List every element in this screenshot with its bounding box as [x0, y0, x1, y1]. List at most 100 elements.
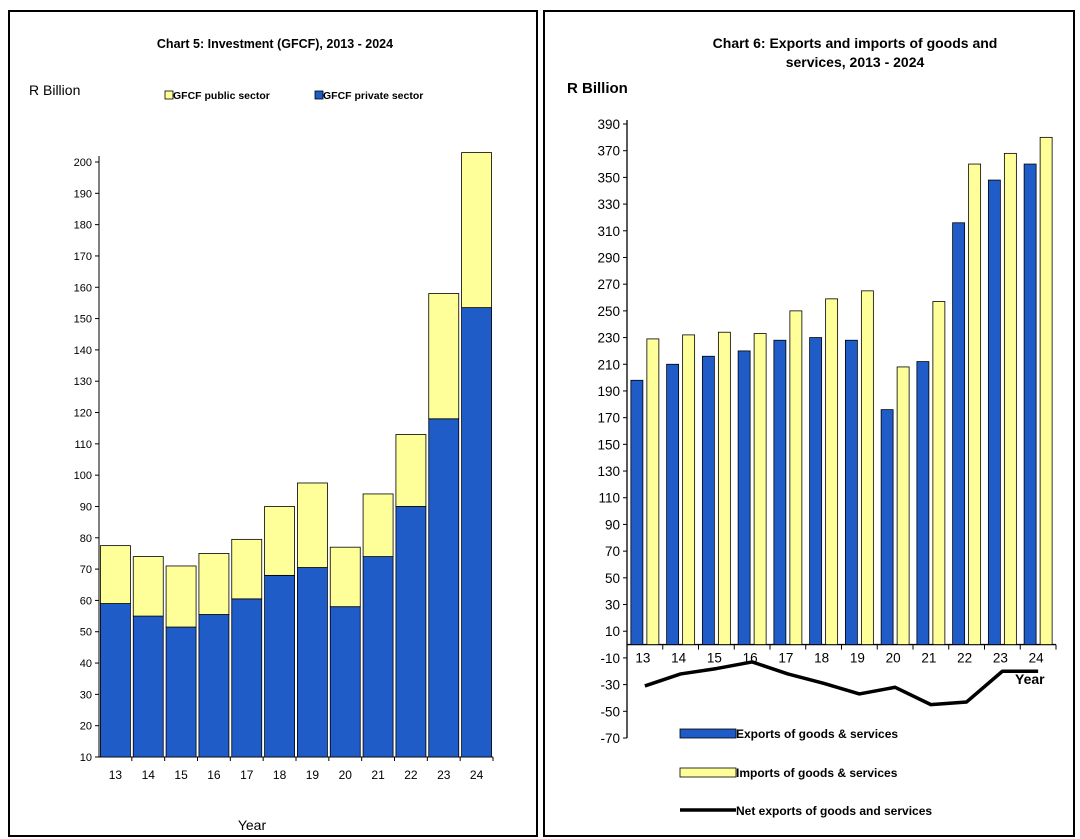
chart6-bar-exports — [809, 337, 823, 645]
chart6-y-tick-label: -10 — [600, 651, 620, 666]
chart5-bar-public — [329, 546, 361, 608]
chart5-y-tick-label: 150 — [74, 314, 92, 326]
chart5-bar-public — [132, 556, 164, 617]
chart5-bar-public — [297, 482, 328, 568]
chart5-svg: Chart 5: Investment (GFCF), 2013 - 2024 … — [29, 37, 494, 833]
chart5-bar-private — [395, 506, 427, 758]
chart5-x-tick-label: 22 — [404, 768, 418, 782]
chart5-x-tick-label: 16 — [207, 768, 221, 782]
chart6-x-tick-label: 13 — [635, 651, 650, 666]
chart6-panel: Chart 6: Exports and imports of goods an… — [543, 10, 1075, 837]
chart5-bar-public — [362, 493, 394, 557]
chart5-bar-public — [428, 293, 460, 420]
chart5-y-tick-label: 90 — [80, 501, 92, 513]
chart5-plot-area: 10 20 30 40 50 60 70 80 90 100 110 120 130 140 150 160 1… — [74, 152, 494, 782]
chart5-bar-public — [165, 565, 197, 628]
chart6-y-tick-label: 130 — [597, 464, 620, 479]
chart6-y-tick-label: 90 — [605, 517, 620, 532]
chart5-title: Chart 5: Investment (GFCF), 2013 - 2024 — [157, 37, 393, 51]
chart6-y-tick-label: 310 — [597, 224, 620, 239]
chart6-y-tick-label: -70 — [600, 731, 620, 746]
chart5-y-tick-label: 110 — [74, 439, 92, 451]
chart5-y-axis-label: R Billion — [29, 82, 80, 98]
chart6-bar-exports — [880, 409, 894, 645]
chart6-y-tick-label: 290 — [597, 250, 620, 265]
chart6-bar-imports — [968, 163, 982, 645]
chart5-bar-private — [329, 606, 361, 758]
chart5-bar-public — [231, 538, 263, 600]
chart5-y-tick-label: 160 — [74, 282, 92, 294]
chart5-legend: GFCF public sector GFCF private sector — [164, 90, 423, 102]
chart6-bar-imports — [646, 338, 660, 645]
chart6-bar-exports — [916, 361, 930, 645]
chart6-bar-imports — [682, 334, 696, 645]
chart6-y-tick-label: 70 — [605, 544, 620, 559]
chart6-bar-exports — [701, 355, 715, 645]
chart6-x-tick-label: 20 — [886, 651, 901, 666]
chart5-y-tick-label: 50 — [80, 627, 92, 639]
chart6-y-tick-label: 190 — [597, 384, 620, 399]
chart6-bar-exports — [737, 350, 751, 645]
chart5-x-tick-label: 24 — [470, 768, 484, 782]
chart6-y-tick-label: 150 — [597, 437, 620, 452]
chart6-y-tick-label: 350 — [597, 170, 620, 185]
chart6-x-tick-label: 22 — [957, 651, 972, 666]
chart6-bar-exports — [987, 179, 1001, 645]
chart5-legend-private: GFCF private sector — [323, 90, 423, 102]
chart6-y-tick-label: 30 — [605, 598, 620, 613]
chart5-y-tick-label: 60 — [80, 595, 92, 607]
chart6-bar-exports — [844, 339, 858, 645]
chart6-y-tick-label: 230 — [597, 331, 620, 346]
chart6-x-tick-label: 14 — [671, 651, 687, 666]
chart5-bar-private — [231, 598, 263, 758]
chart5-y-tick-label: 40 — [80, 658, 92, 670]
chart6-bar-imports — [717, 331, 731, 645]
chart6-bar-imports — [860, 290, 874, 645]
chart6-bar-exports — [773, 339, 787, 645]
chart5-y-tick-label: 70 — [80, 564, 92, 576]
chart5-y-tick-label: 140 — [74, 345, 92, 357]
chart6-x-tick-label: 19 — [850, 651, 865, 666]
chart6-legend-swatch-exports — [679, 728, 737, 739]
chart5-legend-swatch-public — [164, 90, 174, 100]
chart5-legend-public: GFCF public sector — [173, 90, 270, 102]
chart6-legend-swatch-imports — [679, 767, 737, 778]
chart6-y-tick-label: 50 — [605, 571, 620, 586]
chart5-y-tick-label: 30 — [80, 689, 92, 701]
chart5-x-tick-label: 18 — [273, 768, 287, 782]
chart6-bar-imports — [1003, 152, 1017, 645]
chart6-legend-imports: Imports of goods & services — [736, 766, 898, 780]
chart6-x-axis-label: Year — [1015, 671, 1045, 687]
chart5-bar-public — [100, 545, 131, 604]
chart6-x-tick-label: 18 — [814, 651, 829, 666]
chart6-bar-imports — [753, 333, 767, 645]
chart5-panel: Chart 5: Investment (GFCF), 2013 - 2024 … — [8, 10, 538, 837]
chart5-legend-swatch-private — [314, 90, 324, 100]
chart5-y-tick-label: 180 — [74, 220, 92, 232]
chart6-legend-exports: Exports of goods & services — [736, 727, 898, 741]
chart5-y-tick-label: 130 — [74, 376, 92, 388]
chart5-bar-public — [395, 434, 427, 507]
chart6-y-tick-label: 10 — [605, 624, 620, 639]
chart5-x-tick-label: 20 — [339, 768, 353, 782]
chart5-x-tick-label: 23 — [437, 768, 451, 782]
chart6-bar-imports — [1039, 136, 1053, 645]
chart5-y-tick-label: 80 — [80, 533, 92, 545]
chart5-y-tick-label: 100 — [74, 470, 92, 482]
chart6-x-tick-label: 24 — [1029, 651, 1045, 666]
chart5-x-tick-label: 14 — [142, 768, 156, 782]
chart5-bar-private — [132, 615, 164, 758]
chart6-y-axis-label: R Billion — [567, 80, 628, 97]
chart5-bar-private — [264, 574, 295, 758]
chart5-y-tick-label: 10 — [80, 752, 92, 764]
chart6-plot-area: -70 -50 -30 -10 10 30 50 70 90 110 130 150 170 190 210… — [597, 117, 1057, 746]
chart6-y-tick-label: 390 — [597, 117, 620, 132]
chart6-x-tick-label: 21 — [921, 651, 936, 666]
chart6-legend: Exports of goods & services Imports of g… — [679, 727, 932, 818]
chart6-legend-net: Net exports of goods and services — [736, 804, 932, 818]
chart6-title-line2: services, 2013 - 2024 — [786, 54, 925, 70]
chart6-x-tick-label: 17 — [778, 651, 793, 666]
chart6-line-net — [644, 660, 1039, 707]
chart5-bar-public — [461, 152, 492, 309]
chart5-y-tick-label: 20 — [80, 721, 92, 733]
